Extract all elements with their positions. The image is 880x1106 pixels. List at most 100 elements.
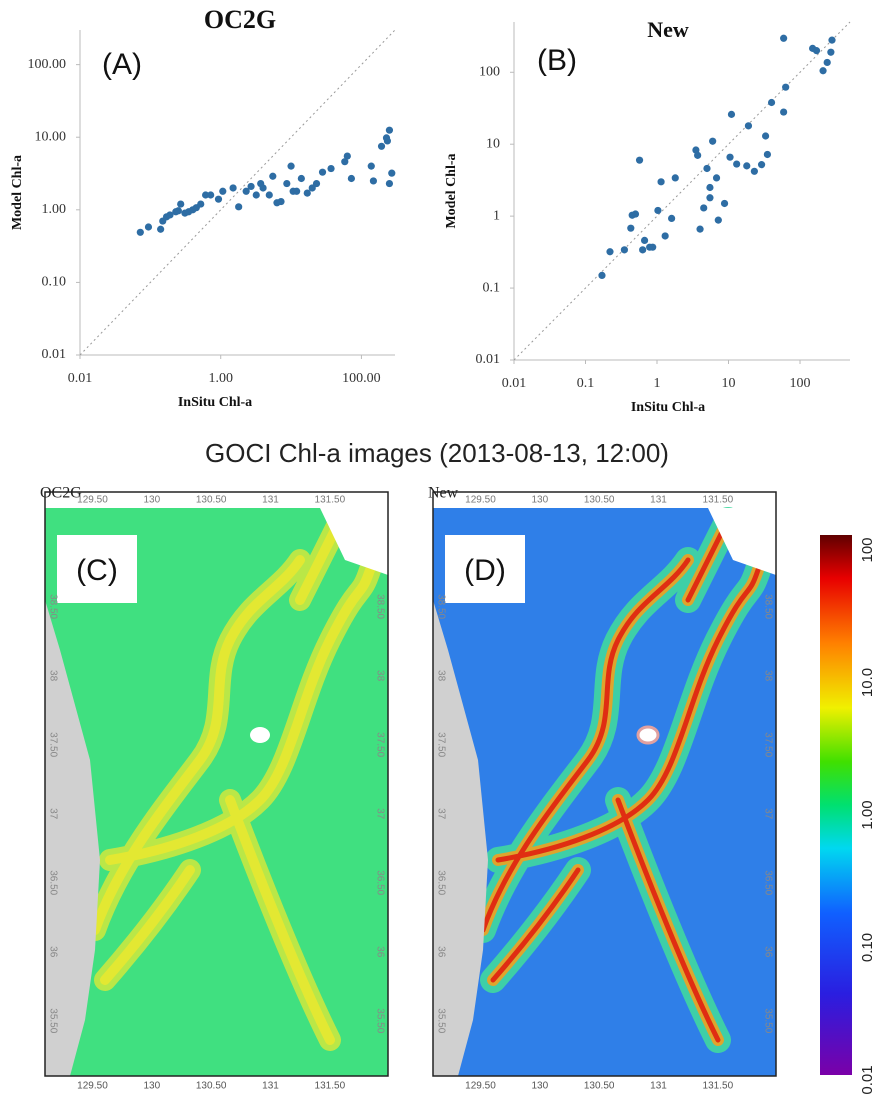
x-axis-label: InSitu Chl-a <box>178 395 252 410</box>
lat-tick-label: 38.50 <box>435 594 446 619</box>
x-tick-label: 100 <box>790 376 811 391</box>
lat-tick-label: 37.50 <box>47 732 58 757</box>
lon-tick-label: 129.50 <box>465 495 496 506</box>
chart-title: OC2G <box>204 5 276 34</box>
colorbar-tick-label: 10.0 <box>859 668 876 697</box>
x-tick-label: 1 <box>654 376 661 391</box>
point <box>378 143 385 150</box>
point <box>287 163 294 170</box>
point <box>827 49 834 56</box>
x-tick-label: 0.01 <box>68 371 93 386</box>
point <box>762 132 769 139</box>
lat-tick-label: 37 <box>47 808 58 820</box>
y-tick-label: 0.10 <box>42 275 67 290</box>
colorbar-tick-label: 0.10 <box>859 933 876 962</box>
panel-label: (D) <box>464 554 506 587</box>
point <box>709 138 716 145</box>
lon-tick-label: 131.50 <box>703 495 734 506</box>
point <box>828 37 835 44</box>
point <box>219 188 226 195</box>
point <box>386 180 393 187</box>
point <box>780 108 787 115</box>
point <box>668 215 675 222</box>
lat-tick-label: 37.50 <box>762 732 773 757</box>
y-tick-label: 1.00 <box>42 202 67 217</box>
lon-tick-label: 131 <box>262 1081 279 1092</box>
map: New(D)129.50129.50130130130.50130.501311… <box>428 485 776 1092</box>
lon-tick-label: 129.50 <box>465 1081 496 1092</box>
point <box>368 163 375 170</box>
point <box>207 191 214 198</box>
point <box>728 111 735 118</box>
point <box>721 200 728 207</box>
point <box>764 151 771 158</box>
point <box>598 272 605 279</box>
colorbar <box>820 535 852 1075</box>
point <box>657 178 664 185</box>
point <box>700 204 707 211</box>
point <box>627 225 634 232</box>
point <box>313 180 320 187</box>
point <box>654 207 661 214</box>
x-tick-label: 1.00 <box>208 371 233 386</box>
lat-tick-label: 36 <box>435 946 446 958</box>
point <box>370 177 377 184</box>
lat-tick-label: 36 <box>374 946 385 958</box>
point <box>715 217 722 224</box>
point <box>277 198 284 205</box>
lon-tick-label: 131 <box>262 495 279 506</box>
lon-tick-label: 130 <box>531 1081 548 1092</box>
point <box>733 160 740 167</box>
lat-tick-label: 35.50 <box>435 1008 446 1033</box>
y-axis-label: Model Chl-a <box>444 153 459 228</box>
point <box>743 162 750 169</box>
x-tick-label: 0.01 <box>502 376 527 391</box>
lon-tick-label: 130.50 <box>196 495 227 506</box>
point <box>819 67 826 74</box>
lon-tick-label: 129.50 <box>77 495 108 506</box>
point <box>215 196 222 203</box>
point <box>726 154 733 161</box>
lon-tick-label: 131.50 <box>315 1081 346 1092</box>
lat-tick-label: 38 <box>762 670 773 682</box>
point <box>230 184 237 191</box>
lon-tick-label: 131 <box>650 495 667 506</box>
lat-tick-label: 37.50 <box>435 732 446 757</box>
point <box>621 246 628 253</box>
point <box>751 168 758 175</box>
y-axis-label: Model Chl-a <box>10 155 25 230</box>
point <box>298 175 305 182</box>
lat-tick-label: 36.50 <box>374 870 385 895</box>
y-tick-label: 1 <box>493 208 500 223</box>
x-tick-label: 10 <box>722 376 736 391</box>
lon-tick-label: 130.50 <box>584 1081 615 1092</box>
lat-tick-label: 38.50 <box>47 594 58 619</box>
point <box>606 248 613 255</box>
point <box>703 165 710 172</box>
point <box>706 184 713 191</box>
point <box>253 191 260 198</box>
point <box>745 122 752 129</box>
point <box>641 237 648 244</box>
point <box>386 127 393 134</box>
map-name: New <box>428 485 459 502</box>
lon-tick-label: 130.50 <box>584 495 615 506</box>
lat-tick-label: 38 <box>374 670 385 682</box>
lon-tick-label: 129.50 <box>77 1081 108 1092</box>
point <box>632 210 639 217</box>
map-name: OC2G <box>40 485 82 502</box>
lat-tick-label: 36.50 <box>435 870 446 895</box>
colorbar-tick-label: 1.00 <box>859 800 876 829</box>
point <box>327 165 334 172</box>
x-tick-label: 0.1 <box>577 376 595 391</box>
lon-tick-label: 130 <box>143 495 160 506</box>
panel-label: (B) <box>537 44 577 77</box>
lat-tick-label: 36 <box>47 946 58 958</box>
point <box>706 194 713 201</box>
point <box>145 223 152 230</box>
point <box>269 173 276 180</box>
point <box>649 244 656 251</box>
lat-tick-label: 36.50 <box>762 870 773 895</box>
point <box>259 184 266 191</box>
lat-tick-label: 36 <box>762 946 773 958</box>
